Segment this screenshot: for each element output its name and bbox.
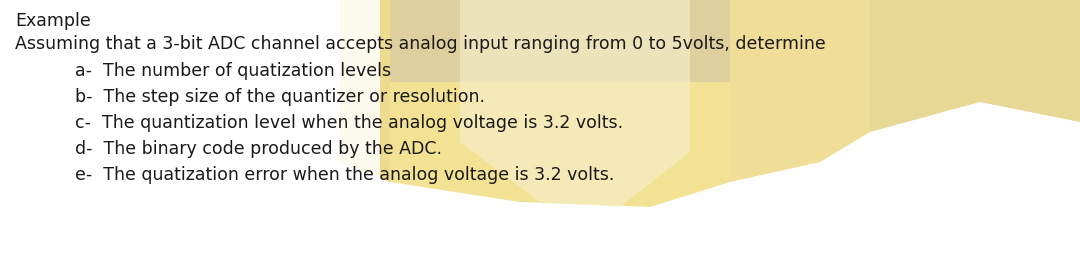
Text: Example: Example [15, 12, 91, 30]
Text: d-  The binary code produced by the ADC.: d- The binary code produced by the ADC. [75, 140, 442, 158]
Polygon shape [390, 0, 730, 82]
Polygon shape [460, 0, 690, 207]
Polygon shape [390, 0, 730, 207]
Polygon shape [730, 0, 870, 182]
Text: b-  The step size of the quantizer or resolution.: b- The step size of the quantizer or res… [75, 88, 485, 106]
Polygon shape [340, 0, 390, 182]
Text: e-  The quatization error when the analog voltage is 3.2 volts.: e- The quatization error when the analog… [75, 166, 615, 184]
Text: a-  The number of quatization levels: a- The number of quatization levels [75, 62, 391, 80]
Bar [0, 0, 380, 262]
Text: Assuming that a 3-bit ADC channel accepts analog input ranging from 0 to 5volts,: Assuming that a 3-bit ADC channel accept… [15, 35, 826, 53]
Polygon shape [870, 0, 1080, 132]
Text: c-  The quantization level when the analog voltage is 3.2 volts.: c- The quantization level when the analo… [75, 114, 623, 132]
